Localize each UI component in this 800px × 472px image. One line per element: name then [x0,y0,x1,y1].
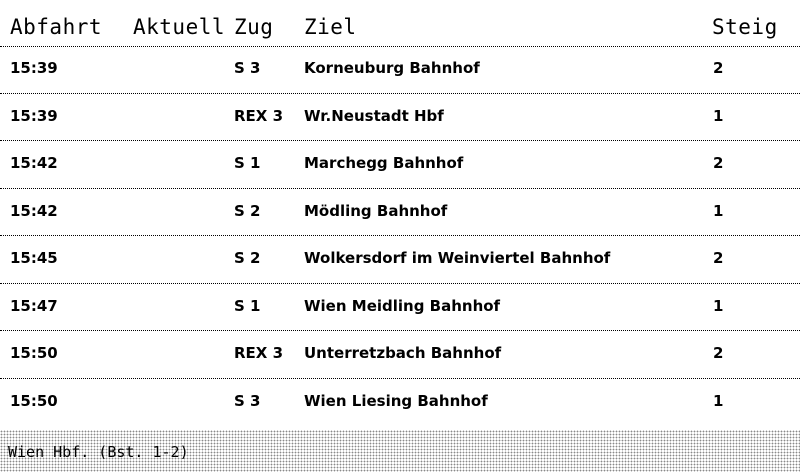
departure-row: 15:42 S 1 Marchegg Bahnhof 2 [0,141,800,189]
departure-platform: 2 [713,249,724,267]
header-abfahrt: Abfahrt [10,15,103,39]
departure-platform: 1 [713,391,724,410]
departure-row: 15:39 S 3 Korneuburg Bahnhof 2 [0,46,800,94]
departure-time: 15:42 [10,154,58,172]
departure-destination: Wien Meidling Bahnhof [304,296,501,315]
departure-row: 15:42 S 2 Mödling Bahnhof 1 [0,189,800,236]
departure-row: 15:50 S 3 Wien Liesing Bahnhof 1 [0,379,800,426]
departure-destination: Mödling Bahnhof [304,201,448,220]
departure-platform: 2 [713,344,724,362]
departure-time: 15:47 [10,296,58,315]
departure-row: 15:39 REX 3 Wr.Neustadt Hbf 1 [0,94,800,141]
departure-list: 15:39 S 3 Korneuburg Bahnhof 2 15:39 REX… [0,46,800,425]
departure-time: 15:50 [10,391,58,410]
departure-row: 15:47 S 1 Wien Meidling Bahnhof 1 [0,284,800,331]
departure-platform: 1 [713,106,724,125]
departure-platform: 1 [713,296,724,315]
departure-row: 15:45 S 2 Wolkersdorf im Weinviertel Bah… [0,236,800,284]
departure-platform: 2 [713,59,724,77]
departure-board: Abfahrt Aktuell Zug Ziel Steig 15:39 S 3… [0,0,800,425]
departure-train: S 1 [234,154,261,172]
departure-time: 15:39 [10,59,58,77]
header-ziel: Ziel [304,15,357,39]
board-header: Abfahrt Aktuell Zug Ziel Steig [0,0,800,47]
departure-platform: 1 [713,201,724,220]
departure-train: REX 3 [234,344,284,362]
header-steig: Steig [712,15,778,39]
departure-destination: Wolkersdorf im Weinviertel Bahnhof [304,249,611,267]
departure-train: S 2 [234,201,261,220]
departure-platform: 2 [713,154,724,172]
departure-row: 15:50 REX 3 Unterretzbach Bahnhof 2 [0,331,800,379]
departure-train: S 2 [234,249,261,267]
departure-train: S 1 [234,296,261,315]
departure-train: REX 3 [234,106,284,125]
departure-time: 15:50 [10,344,58,362]
departure-train: S 3 [234,59,261,77]
departure-time: 15:45 [10,249,58,267]
station-name: Wien Hbf. (Bst. 1-2) [8,443,189,461]
station-footer: Wien Hbf. (Bst. 1-2) [0,430,800,472]
departure-time: 15:42 [10,201,58,220]
header-zug: Zug [234,15,274,39]
departure-destination: Wien Liesing Bahnhof [304,391,488,410]
departure-destination: Unterretzbach Bahnhof [304,344,502,362]
departure-destination: Korneuburg Bahnhof [304,59,480,77]
departure-train: S 3 [234,391,261,410]
departure-destination: Marchegg Bahnhof [304,154,464,172]
header-aktuell: Aktuell [133,15,226,39]
departure-time: 15:39 [10,106,58,125]
departure-destination: Wr.Neustadt Hbf [304,106,444,125]
